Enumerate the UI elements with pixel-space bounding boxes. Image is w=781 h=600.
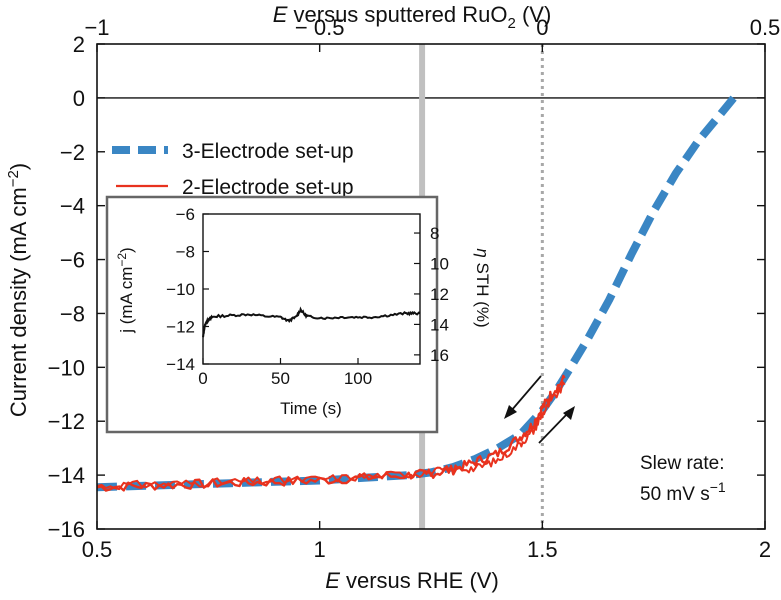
slew-rate-value: 50 mV s−1 (640, 479, 726, 505)
inset-y2-axis-title-prefix: η (473, 248, 492, 257)
top-axis-title: E versus sputtered RuO2 (V) (273, 2, 552, 32)
y-tick-label: −16 (48, 517, 85, 542)
main-axis-ticks: 0.5 1 1.5 2−1− 0.5 0 0.520−2−4−6−8−10−12−14−1… (48, 15, 781, 562)
slew-rate-value-main: 50 mV s (640, 484, 710, 505)
legend-label-2-electrode: 2-Electrode set-up (182, 176, 354, 199)
inset-y-axis-title-main: j (mA cm (117, 267, 136, 334)
slew-rate-value-sup: −1 (710, 479, 726, 495)
plot-area-frame (96, 43, 766, 530)
top-axis-title-rest: versus sputtered RuO (287, 2, 507, 27)
x-axis-title: E versus RHE (V) (325, 568, 499, 593)
scan-backward-arrow (504, 375, 542, 419)
y-tick-label: 2 (73, 32, 85, 57)
inset-y-tick-label: −10 (166, 280, 195, 299)
top-tick-label: 0 (536, 15, 548, 40)
inset-y-tick-label: −14 (166, 355, 195, 374)
inset-x-axis-title: Time (s) (280, 399, 342, 418)
inset-y-axis-title-end: ) (117, 247, 136, 253)
y-tick-label: −12 (48, 409, 85, 434)
inset-y2-axis-title: η STH (%) (473, 248, 492, 327)
inset-y-tick-label: −8 (176, 243, 195, 262)
inset-x-tick-label: 0 (198, 369, 207, 388)
top-axis-title-sub: 2 (508, 15, 516, 32)
inset-x-tick-label: 100 (344, 369, 372, 388)
x-axis-title-rest: versus RHE (V) (340, 568, 499, 593)
inset-y-tick-label: −6 (176, 205, 195, 224)
x-axis-title-prefix: E (325, 568, 340, 593)
inset-y2-tick-label: 8 (430, 224, 439, 243)
series-3-electrode-line (96, 95, 737, 492)
legend: 3-Electrode set-up 2-Electrode set-up (112, 140, 354, 199)
inset-y-axis-title: j (mA cm−2) (115, 247, 136, 333)
top-axis-title-prefix: E (273, 2, 288, 27)
scan-forward-arrow (538, 406, 575, 444)
y-axis-title-main: Current density (mA cm (6, 187, 31, 417)
y-axis-title-end: ) (6, 163, 31, 170)
y-tick-label: 0 (73, 86, 85, 111)
y-axis-title-sup: −2 (5, 170, 22, 187)
x-tick-label: 1.5 (527, 537, 558, 562)
top-axis-title-end: (V) (516, 2, 551, 27)
inset-x-tick-label: 50 (271, 369, 290, 388)
inset-stability-line (202, 306, 421, 338)
top-tick-label: − 0.5 (295, 15, 345, 40)
inset-y2-tick-label: 10 (430, 254, 449, 273)
slew-rate-label: Slew rate: (640, 453, 724, 474)
y-tick-label: −10 (48, 355, 85, 380)
top-tick-label: −1 (84, 15, 109, 40)
inset-y-tick-label: −12 (166, 318, 195, 337)
x-tick-label: 0.5 (82, 537, 113, 562)
legend-label-3-electrode: 3-Electrode set-up (182, 140, 354, 163)
inset-y-axis-title-sup: −2 (115, 253, 129, 267)
y-tick-label: −2 (60, 140, 85, 165)
y-axis-title: Current density (mA cm−2) (5, 163, 31, 417)
y-tick-label: −4 (60, 194, 85, 219)
x-tick-label: 1 (314, 537, 326, 562)
inset-axis-ticks: 0 50 100 −6 −8 −10 −12 −14 8 10 12 14 16 (166, 205, 449, 388)
y-tick-label: −6 (60, 248, 85, 273)
inset-y2-axis-title-rest: STH (%) (473, 258, 492, 328)
y-tick-label: −8 (60, 301, 85, 326)
top-tick-label: 0.5 (750, 15, 781, 40)
series-2-electrode-return-line (96, 381, 566, 491)
inset-y2-tick-label: 14 (430, 315, 449, 334)
inset-box (105, 195, 439, 434)
y-tick-label: −14 (48, 463, 85, 488)
inset-y2-tick-label: 16 (430, 346, 449, 365)
x-tick-label: 2 (759, 537, 771, 562)
inset-y2-tick-label: 12 (430, 285, 449, 304)
